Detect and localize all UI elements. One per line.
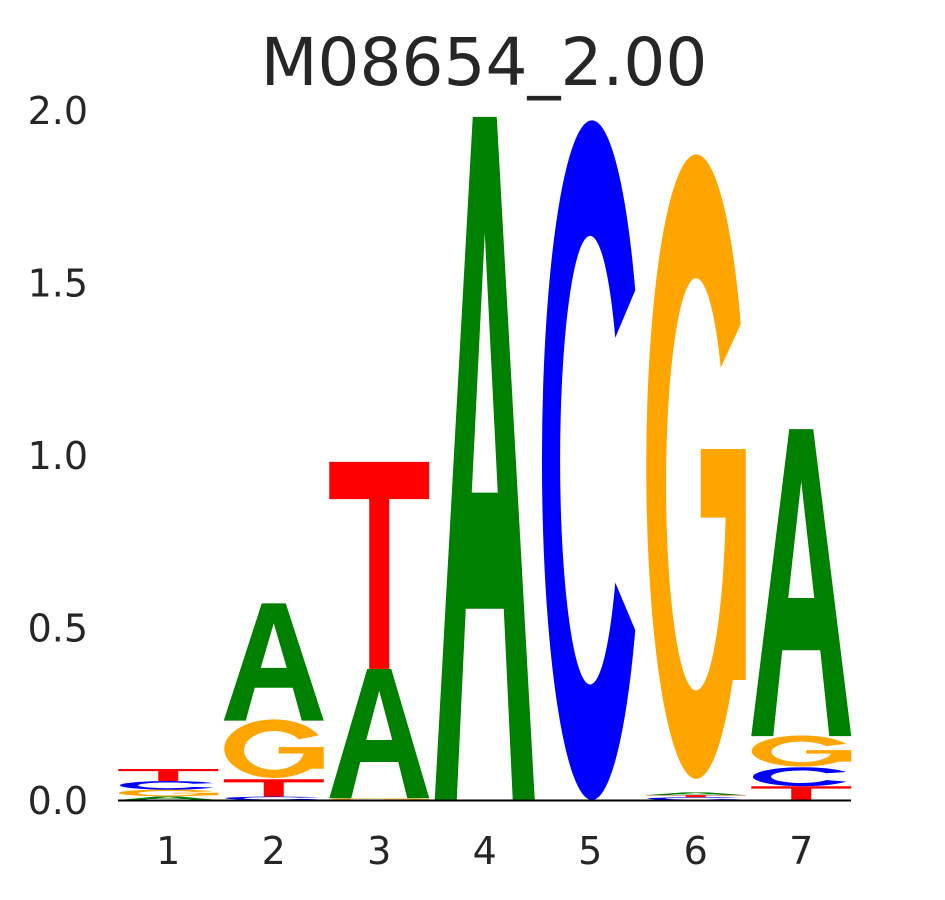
letter-G xyxy=(646,154,746,779)
letter-G xyxy=(224,719,324,779)
x-tick-label: 1 xyxy=(156,829,180,873)
letter-glyph-shape xyxy=(329,668,430,799)
letter-C xyxy=(541,120,636,801)
letter-A xyxy=(118,796,219,800)
letter-glyph-shape xyxy=(645,792,746,796)
logo-column-2 xyxy=(223,603,324,800)
letter-glyph-shape xyxy=(700,448,746,681)
logo-column-5 xyxy=(541,120,636,801)
logo-column-4 xyxy=(434,116,535,800)
letter-glyph-shape xyxy=(118,789,219,797)
x-tick-label: 3 xyxy=(367,829,391,873)
letter-glyph-shape xyxy=(541,120,636,801)
x-tick-label: 7 xyxy=(789,829,813,873)
letter-T xyxy=(118,768,219,782)
letter-glyph-shape xyxy=(223,603,324,721)
letter-glyph-shape xyxy=(223,779,324,797)
letter-A xyxy=(329,668,430,799)
logo-column-1 xyxy=(118,768,219,800)
letter-glyph-shape xyxy=(118,768,219,782)
x-tick-label: 2 xyxy=(262,829,286,873)
logo-column-3 xyxy=(329,461,430,800)
letter-glyph-shape xyxy=(751,786,852,800)
letter-glyph-shape xyxy=(225,796,319,800)
x-axis: 1 2 3 4 5 6 7 xyxy=(156,829,813,873)
y-tick-label: 0.5 xyxy=(28,607,88,651)
logo-column-6 xyxy=(645,154,746,800)
letter-glyph-shape xyxy=(119,781,214,790)
letter-T xyxy=(751,786,852,800)
letter-glyph-shape xyxy=(173,792,219,796)
letter-glyph-shape xyxy=(118,796,219,800)
letter-T xyxy=(645,795,746,798)
y-axis: 0.0 0.5 1.0 1.5 2.0 xyxy=(28,89,88,823)
chart-title: M08654_2.00 xyxy=(261,24,708,101)
letter-T xyxy=(223,779,324,797)
logo-column-7 xyxy=(751,429,852,800)
letter-C xyxy=(119,781,214,790)
letter-glyph-shape xyxy=(224,719,324,779)
x-tick-label: 6 xyxy=(684,829,708,873)
letter-C xyxy=(225,796,319,800)
letter-glyph-shape xyxy=(751,429,852,737)
letter-glyph-shape xyxy=(751,735,852,767)
letter-C xyxy=(647,797,741,800)
x-tick-label: 5 xyxy=(578,829,602,873)
letter-A xyxy=(223,603,324,721)
letter-A xyxy=(751,429,852,737)
letter-glyph-shape xyxy=(647,797,741,800)
letter-G xyxy=(751,735,852,767)
letter-C xyxy=(752,767,847,787)
letter-A xyxy=(645,792,746,796)
y-tick-label: 0.0 xyxy=(28,779,88,823)
letter-glyph-shape xyxy=(434,116,535,800)
letter-A xyxy=(434,116,535,800)
letter-glyph-shape xyxy=(806,750,852,762)
y-tick-label: 1.5 xyxy=(28,262,88,306)
letter-glyph-shape xyxy=(752,767,847,787)
letter-glyph-shape xyxy=(278,747,324,769)
letter-G xyxy=(118,789,219,797)
letter-glyph-shape xyxy=(645,795,746,798)
y-tick-label: 2.0 xyxy=(28,89,88,133)
letter-glyph-shape xyxy=(329,461,430,669)
y-tick-label: 1.0 xyxy=(28,434,88,478)
logo-stacks xyxy=(118,116,852,801)
x-tick-label: 4 xyxy=(473,829,497,873)
letter-T xyxy=(329,461,430,669)
letter-glyph-shape xyxy=(646,154,746,779)
